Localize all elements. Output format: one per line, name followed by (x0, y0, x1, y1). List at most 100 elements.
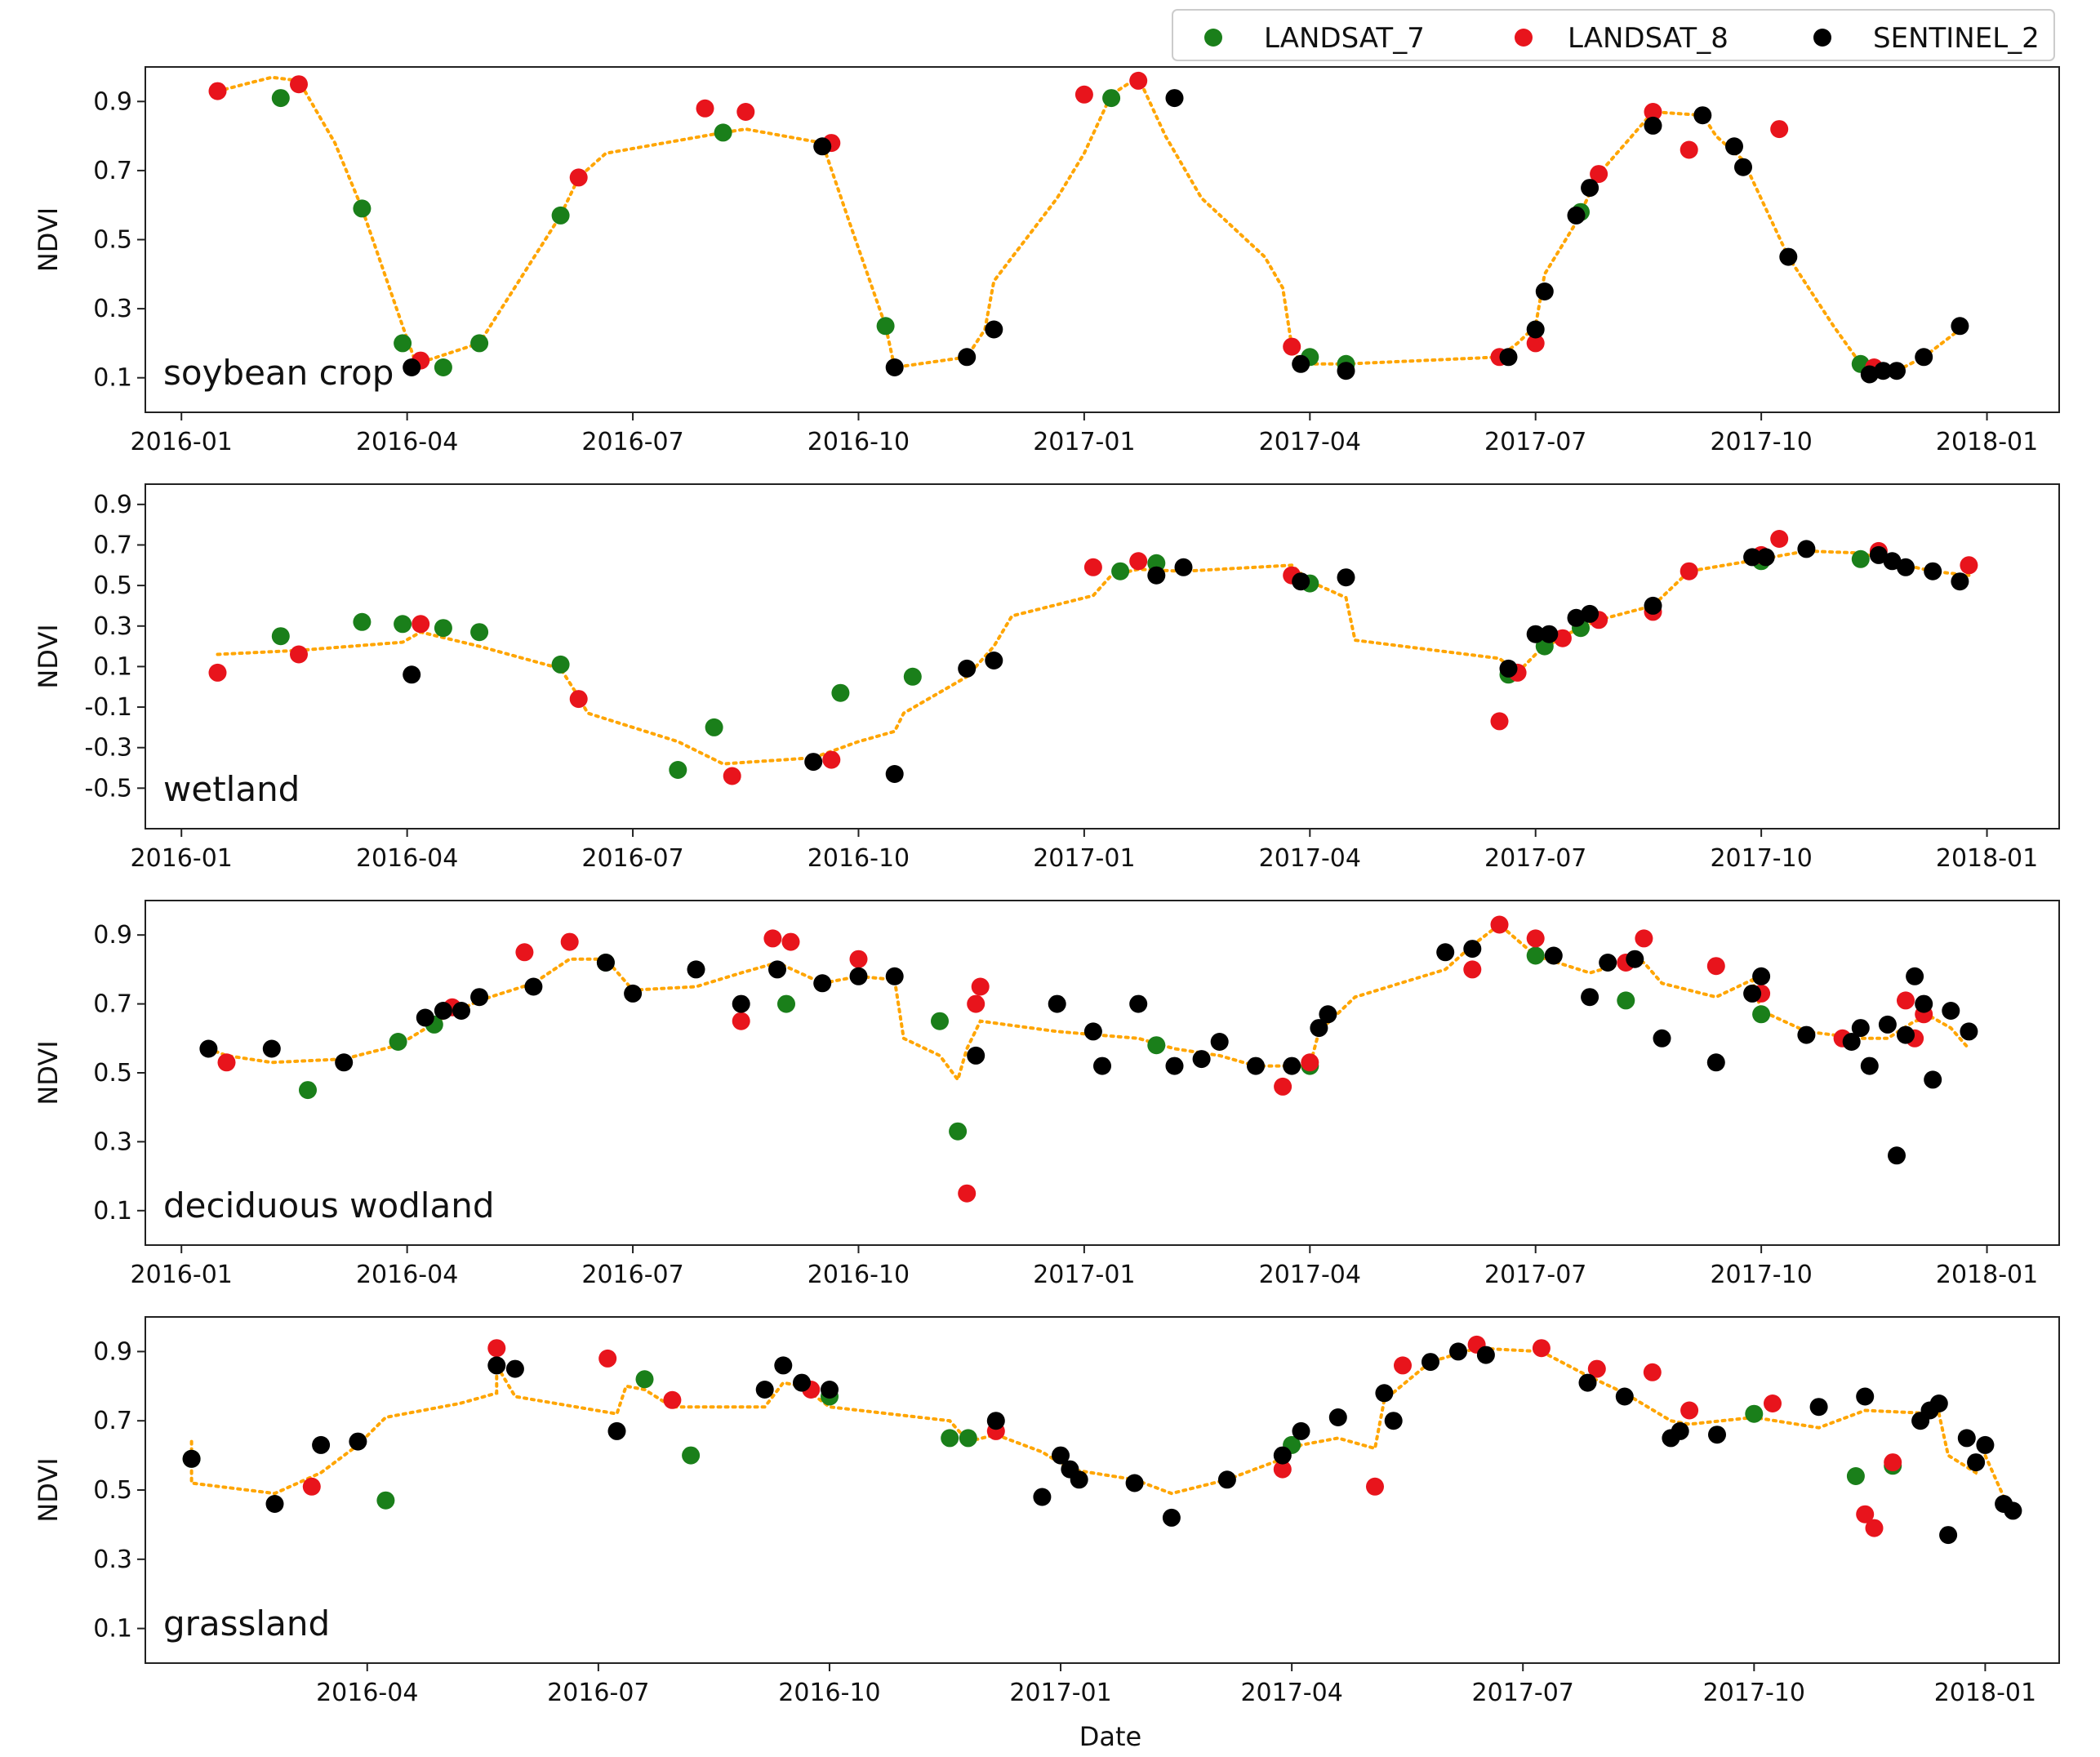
data-point-sentinel-2 (1147, 566, 1166, 585)
plot-frame (145, 66, 2060, 413)
x-tick-label: 2017-10 (1703, 1679, 1805, 1707)
data-point-landsat-8 (1301, 1053, 1319, 1072)
data-point-landsat-7 (1526, 946, 1545, 965)
data-point-landsat-8 (849, 950, 868, 968)
x-tick-label: 2016-04 (356, 428, 458, 456)
data-point-landsat-8 (1706, 957, 1725, 976)
data-point-landsat-7 (949, 1122, 968, 1141)
data-point-landsat-7 (714, 123, 732, 142)
data-point-sentinel-2 (1033, 1488, 1052, 1506)
data-point-landsat-8 (1590, 165, 1608, 184)
data-point-sentinel-2 (1976, 1435, 1995, 1454)
y-axis-label: NDVI (33, 1040, 64, 1105)
data-point-landsat-8 (1897, 991, 1915, 1010)
data-point-landsat-8 (958, 1184, 977, 1203)
data-point-landsat-8 (663, 1390, 682, 1409)
data-point-sentinel-2 (804, 753, 823, 772)
plot-frame (145, 1316, 2060, 1664)
data-point-sentinel-2 (1878, 1015, 1897, 1034)
data-point-sentinel-2 (1888, 1146, 1906, 1165)
x-tick-label: 2017-04 (1259, 844, 1361, 873)
series-sentinel-2 (403, 89, 1969, 384)
data-point-sentinel-2 (774, 1356, 793, 1375)
data-point-landsat-8 (1532, 1339, 1551, 1358)
data-point-landsat-8 (1960, 556, 1978, 575)
data-point-landsat-7 (903, 667, 922, 686)
data-point-landsat-7 (777, 994, 795, 1013)
data-point-landsat-8 (1764, 1394, 1782, 1412)
data-point-landsat-7 (434, 619, 452, 638)
data-point-sentinel-2 (1384, 1412, 1403, 1430)
legend-marker-landsat8 (1515, 29, 1533, 47)
data-point-sentinel-2 (596, 954, 615, 972)
panel-wetland: -0.5 -0.3 -0.1 0.1 0.3 0.5 0.7 0.9 2016-01 2016-0… (33, 483, 2060, 873)
data-point-sentinel-2 (624, 984, 643, 1003)
x-tick-label: 2017-10 (1710, 1261, 1812, 1289)
data-point-landsat-8 (1394, 1356, 1412, 1375)
data-point-sentinel-2 (1897, 558, 1915, 576)
data-point-sentinel-2 (1581, 604, 1599, 623)
data-point-sentinel-2 (1743, 548, 1762, 567)
series-sentinel-2 (403, 540, 1969, 783)
data-point-landsat-7 (271, 89, 290, 108)
data-point-landsat-7 (551, 206, 570, 225)
data-point-sentinel-2 (403, 358, 421, 376)
y-tick-label: 0.3 (93, 295, 132, 323)
data-point-sentinel-2 (1375, 1384, 1394, 1403)
data-point-landsat-8 (1553, 629, 1572, 647)
data-point-landsat-7 (389, 1033, 407, 1051)
data-point-landsat-8 (1680, 1401, 1699, 1420)
data-point-sentinel-2 (755, 1381, 774, 1399)
data-point-sentinel-2 (1581, 988, 1599, 1007)
data-point-landsat-8 (1644, 103, 1662, 121)
x-tick-label: 2016-10 (808, 428, 910, 456)
data-point-landsat-8 (569, 690, 588, 709)
data-point-sentinel-2 (1436, 943, 1455, 962)
data-point-sentinel-2 (985, 320, 1003, 339)
panel-title: deciduous wodland (163, 1185, 494, 1225)
data-point-sentinel-2 (1929, 1394, 1948, 1412)
data-point-sentinel-2 (1567, 608, 1586, 627)
data-point-sentinel-2 (403, 665, 421, 684)
data-point-landsat-8 (736, 103, 755, 121)
panel-title: grassland (163, 1604, 330, 1644)
data-point-landsat-8 (1463, 960, 1482, 979)
data-point-landsat-7 (299, 1081, 317, 1100)
data-point-sentinel-2 (1734, 158, 1752, 176)
data-point-landsat-8 (971, 977, 990, 996)
data-point-sentinel-2 (1048, 994, 1066, 1013)
data-point-sentinel-2 (1706, 1053, 1725, 1072)
data-point-landsat-8 (1770, 120, 1789, 139)
x-tick-label: 2016-07 (581, 428, 683, 456)
data-point-sentinel-2 (1129, 994, 1148, 1013)
data-point-landsat-8 (1129, 552, 1148, 571)
data-point-landsat-8 (1366, 1477, 1384, 1496)
y-tick-label: 0.9 (93, 491, 132, 519)
data-point-landsat-7 (394, 615, 412, 634)
data-point-sentinel-2 (470, 988, 489, 1007)
data-point-landsat-7 (941, 1429, 959, 1448)
data-point-sentinel-2 (1499, 659, 1518, 678)
panel-title: wetland (163, 769, 300, 809)
data-point-landsat-8 (208, 82, 227, 100)
x-tick-label: 2016-04 (316, 1679, 418, 1707)
data-point-landsat-7 (1102, 89, 1121, 108)
data-point-sentinel-2 (1671, 1421, 1689, 1440)
legend-frame (1172, 9, 2055, 61)
data-point-landsat-8 (1884, 1453, 1902, 1472)
data-point-sentinel-2 (849, 967, 868, 985)
x-tick-label: 2016-10 (808, 844, 910, 873)
data-point-sentinel-2 (985, 652, 1003, 669)
x-axis-label: Date (1079, 1721, 1141, 1752)
data-point-landsat-8 (1770, 530, 1789, 548)
smoothed-trend-line (189, 1346, 2006, 1499)
data-point-landsat-8 (208, 663, 227, 682)
data-point-sentinel-2 (1906, 967, 1924, 985)
data-point-landsat-8 (732, 1012, 750, 1030)
x-tick-label: 2017-01 (1033, 1261, 1135, 1289)
data-point-landsat-8 (781, 932, 800, 951)
y-tick-label: -0.5 (84, 774, 132, 803)
data-point-sentinel-2 (1942, 1002, 1960, 1020)
data-point-sentinel-2 (1052, 1446, 1070, 1465)
data-point-sentinel-2 (1319, 1005, 1337, 1024)
